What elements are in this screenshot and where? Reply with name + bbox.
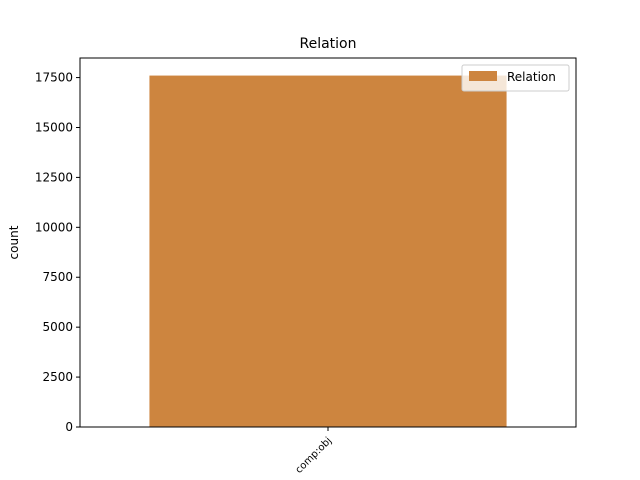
y-tick-label: 2500 [42, 370, 73, 384]
y-tick-label: 7500 [42, 270, 73, 284]
y-tick-label: 0 [65, 420, 73, 434]
y-tick-label: 10000 [35, 220, 73, 234]
legend-label: Relation [507, 70, 556, 84]
y-axis-label: count [7, 225, 21, 259]
y-tick-label: 12500 [35, 170, 73, 184]
y-axis-ticks: 0 2500 5000 7500 10000 12500 15000 17500 [35, 71, 80, 434]
y-tick-label: 15000 [35, 120, 73, 134]
legend-swatch [469, 71, 497, 81]
legend: Relation [461, 64, 570, 92]
plot-frame [79, 57, 577, 428]
chart-title: Relation [300, 36, 357, 52]
bars-group [149, 75, 507, 428]
bar [149, 75, 507, 428]
y-tick-label: 17500 [35, 71, 73, 85]
y-tick-label: 5000 [42, 320, 73, 334]
